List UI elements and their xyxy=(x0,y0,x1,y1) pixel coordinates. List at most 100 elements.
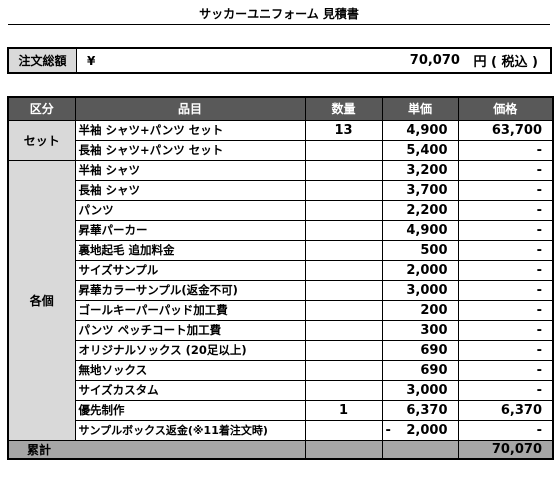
document-title: サッカーユニフォーム 見積書 xyxy=(199,7,359,21)
row-qty[interactable] xyxy=(304,219,383,241)
row-item: 優先制作 xyxy=(74,399,306,421)
category-each: 各個 xyxy=(7,159,76,441)
total-label: 累計 xyxy=(7,439,306,459)
row-item: 半袖 シャツ xyxy=(74,159,306,181)
row-price: - xyxy=(457,359,554,381)
order-total-currency: ¥ xyxy=(87,53,96,68)
row-qty[interactable] xyxy=(304,259,383,281)
row-price: 6,370 xyxy=(457,399,554,421)
header-quantity: 数量 xyxy=(304,96,383,121)
row-price: - xyxy=(457,379,554,401)
row-price: - xyxy=(457,339,554,361)
row-unit: 3,000 xyxy=(381,279,459,301)
row-item: 昇華パーカー xyxy=(74,219,306,241)
table-row: 優先制作 1 6,370 6,370 xyxy=(8,399,554,421)
row-unit: 2,200 xyxy=(381,199,459,221)
row-price: - xyxy=(457,419,554,441)
row-item: ゴールキーパーパッド加工費 xyxy=(74,299,306,321)
table-row: サンプルボックス返金(※11着注文時) - 2,000 - xyxy=(8,419,554,441)
row-qty[interactable] xyxy=(304,279,383,301)
row-unit-sign: - xyxy=(385,422,391,438)
header-category: 区分 xyxy=(7,96,76,121)
row-unit: 690 xyxy=(381,339,459,361)
row-price: - xyxy=(457,239,554,261)
total-row: 累計 70,070 xyxy=(7,439,554,459)
row-qty[interactable] xyxy=(304,299,383,321)
row-qty[interactable] xyxy=(304,239,383,261)
table-row: 無地ソックス 690 - xyxy=(8,359,554,381)
table-row: パンツ 2,200 - xyxy=(8,199,554,221)
table-row: サイズサンプル 2,000 - xyxy=(8,259,554,281)
row-unit: 500 xyxy=(381,239,459,261)
row-unit: 300 xyxy=(381,319,459,341)
row-item: 裏地起毛 追加料金 xyxy=(74,239,306,261)
table-row: 裏地起毛 追加料金 500 - xyxy=(8,239,554,261)
row-item: オリジナルソックス (20足以上) xyxy=(74,339,306,361)
order-total-amount: 70,070 xyxy=(409,53,460,68)
row-unit: 2,000 xyxy=(406,422,448,438)
row-qty[interactable] xyxy=(304,419,383,441)
row-item: 長袖 シャツ+パンツ セット xyxy=(74,139,306,161)
row-price: - xyxy=(457,159,554,181)
row-unit: 3,700 xyxy=(381,179,459,201)
row-item: パンツ xyxy=(74,199,306,221)
order-total-amount-wrap: 70,070 円 ( 税込 ) xyxy=(117,49,550,72)
total-amount: 70,070 xyxy=(457,439,554,459)
row-qty[interactable]: 1 xyxy=(304,399,383,421)
row-qty[interactable] xyxy=(304,179,383,201)
row-price: - xyxy=(457,139,554,161)
row-price: - xyxy=(457,319,554,341)
row-unit: 4,900 xyxy=(381,219,459,241)
table-row: パンツ ペッチコート加工費 300 - xyxy=(8,319,554,341)
row-unit: 5,400 xyxy=(381,139,459,161)
row-unit: 4,900 xyxy=(381,119,459,141)
row-qty[interactable] xyxy=(304,319,383,341)
row-item: 無地ソックス xyxy=(74,359,306,381)
total-blank-unit xyxy=(381,439,459,459)
table-row: サイズカスタム 3,000 - xyxy=(8,379,554,401)
table-row: 昇華パーカー 4,900 - xyxy=(8,219,554,241)
table-row: オリジナルソックス (20足以上) 690 - xyxy=(8,339,554,361)
table-row: ゴールキーパーパッド加工費 200 - xyxy=(8,299,554,321)
total-blank-qty xyxy=(304,439,383,459)
row-qty[interactable] xyxy=(304,159,383,181)
row-item: 昇華カラーサンプル(返金不可) xyxy=(74,279,306,301)
row-unit: 3,200 xyxy=(381,159,459,181)
table-row: 長袖 シャツ 3,700 - xyxy=(8,179,554,201)
table-row: 長袖 シャツ+パンツ セット 5,400 - xyxy=(8,139,554,161)
row-price: - xyxy=(457,259,554,281)
table-row: セット 半袖 シャツ+パンツ セット 13 4,900 63,700 xyxy=(7,119,554,161)
row-qty[interactable] xyxy=(304,339,383,361)
table-row: 昇華カラーサンプル(返金不可) 3,000 - xyxy=(8,279,554,301)
row-item: サイズカスタム xyxy=(74,379,306,401)
row-item: 半袖 シャツ+パンツ セット xyxy=(74,119,306,141)
row-unit: 200 xyxy=(381,299,459,321)
row-price: - xyxy=(457,199,554,221)
row-item: 長袖 シャツ xyxy=(74,179,306,201)
header-price: 価格 xyxy=(457,96,554,121)
row-qty[interactable] xyxy=(304,199,383,221)
header-unit-price: 単価 xyxy=(381,96,459,121)
row-qty[interactable] xyxy=(304,139,383,161)
row-unit: 2,000 xyxy=(381,259,459,281)
order-total-box: 注文総額 ¥ 70,070 円 ( 税込 ) xyxy=(7,47,552,74)
row-unit: 690 xyxy=(381,359,459,381)
row-unit: 3,000 xyxy=(381,379,459,401)
row-unit-negative: - 2,000 xyxy=(381,419,459,441)
row-unit: 6,370 xyxy=(381,399,459,421)
row-qty[interactable]: 13 xyxy=(304,119,383,141)
row-qty[interactable] xyxy=(304,379,383,401)
header-item: 品目 xyxy=(74,96,306,121)
table-header-row: 区分 品目 数量 単価 価格 xyxy=(7,96,554,121)
row-item: サイズサンプル xyxy=(74,259,306,281)
row-price: - xyxy=(457,179,554,201)
order-total-suffix: 円 ( 税込 ) xyxy=(473,55,538,70)
row-price: - xyxy=(457,299,554,321)
row-qty[interactable] xyxy=(304,359,383,381)
row-price: 63,700 xyxy=(457,119,554,141)
row-item: サンプルボックス返金(※11着注文時) xyxy=(74,419,306,441)
order-total-label: 注文総額 xyxy=(9,49,77,72)
row-item: パンツ ペッチコート加工費 xyxy=(74,319,306,341)
estimate-table: 区分 品目 数量 単価 価格 セット 半袖 シャツ+パンツ セット 13 4,9… xyxy=(7,96,554,460)
row-price: - xyxy=(457,279,554,301)
